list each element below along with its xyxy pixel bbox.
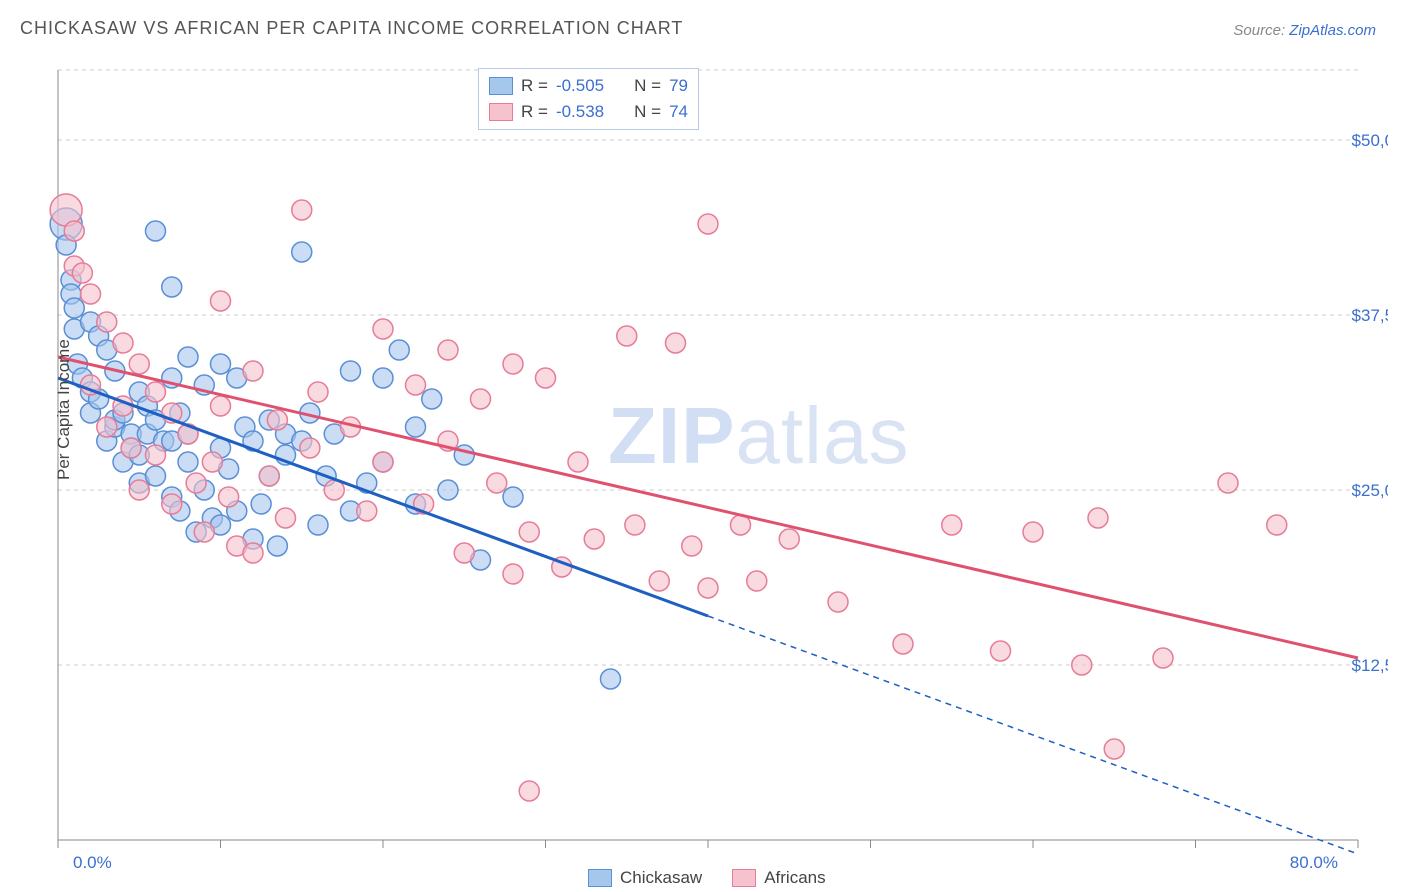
legend-corr-row: R = -0.505 N = 79 [489,73,688,99]
r-value: -0.505 [556,76,604,96]
legend-swatch [588,869,612,887]
n-label: N = [634,76,661,96]
legend-swatch [489,77,513,95]
svg-text:80.0%: 80.0% [1290,853,1338,870]
r-label: R = [521,76,548,96]
legend-swatch [732,869,756,887]
legend-corr-row: R = -0.538 N = 74 [489,99,688,125]
n-label: N = [634,102,661,122]
y-axis-label: Per Capita Income [54,339,74,480]
svg-text:0.0%: 0.0% [73,853,112,870]
source-link[interactable]: ZipAtlas.com [1289,22,1376,39]
r-value: -0.538 [556,102,604,122]
r-label: R = [521,102,548,122]
legend-series-name: Africans [764,868,825,888]
n-value: 79 [669,76,688,96]
scatter-chart-svg: $12,500$25,000$37,500$50,0000.0%80.0% [48,50,1388,870]
n-value: 74 [669,102,688,122]
legend-item: Africans [732,868,825,888]
chart-title: CHICKASAW VS AFRICAN PER CAPITA INCOME C… [20,18,683,39]
svg-text:$50,000: $50,000 [1352,131,1388,150]
chart-container: $12,500$25,000$37,500$50,0000.0%80.0% Pe… [48,50,1388,870]
legend-swatch [489,103,513,121]
legend-item: Chickasaw [588,868,702,888]
svg-text:$25,000: $25,000 [1352,481,1388,500]
correlation-legend: R = -0.505 N = 79 R = -0.538 N = 74 [478,68,699,130]
svg-text:$37,500: $37,500 [1352,306,1388,325]
legend-series-name: Chickasaw [620,868,702,888]
source-prefix: Source: [1233,22,1289,39]
source-attribution: Source: ZipAtlas.com [1233,22,1376,39]
series-legend: Chickasaw Africans [588,868,826,888]
